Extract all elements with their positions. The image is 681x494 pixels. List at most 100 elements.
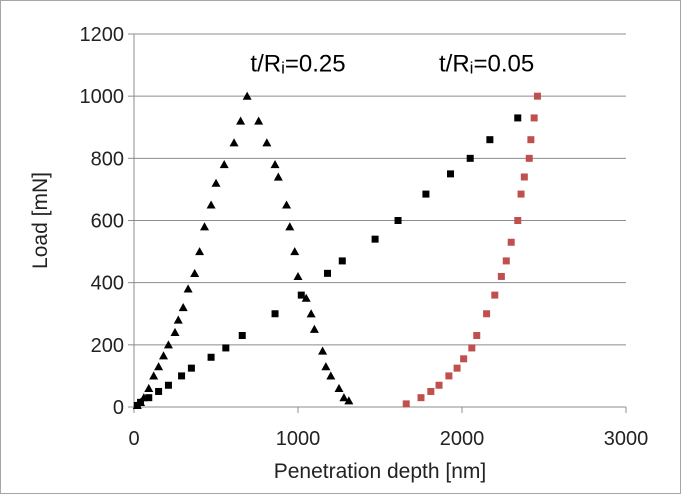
triangle-marker [229, 138, 239, 147]
square-marker [371, 235, 379, 243]
y-tick-label: 1000 [80, 86, 125, 108]
square-marker [137, 398, 145, 406]
triangle-marker [242, 91, 252, 100]
y-tick-label: 800 [91, 148, 124, 170]
y-tick-label: 200 [91, 335, 124, 357]
annotation-subscript: i [281, 58, 285, 77]
square-marker [517, 190, 525, 198]
triangle-marker [285, 222, 295, 231]
square-marker [178, 372, 186, 380]
square-marker [533, 92, 541, 100]
square-marker [238, 332, 246, 340]
triangle-marker [219, 160, 229, 169]
square-marker [187, 364, 195, 372]
square-marker [483, 310, 491, 318]
x-tick-labels: 0 1000 2000 3000 [128, 428, 648, 450]
data-points [132, 91, 541, 410]
triangle-marker [178, 303, 188, 312]
square-marker [525, 154, 533, 162]
square-marker [338, 257, 346, 265]
annotation-value: =0.25 [285, 50, 346, 77]
y-tick-label: 1200 [80, 24, 125, 46]
square-marker [447, 170, 455, 178]
square-marker [468, 344, 476, 352]
square-marker [155, 387, 163, 395]
triangle-marker [170, 327, 180, 336]
square-marker [497, 272, 505, 280]
square-marker [507, 238, 515, 246]
square-marker [445, 372, 453, 380]
square-marker [527, 136, 535, 144]
square-marker [145, 394, 153, 402]
square-marker [324, 269, 332, 277]
triangle-marker [318, 346, 328, 355]
annotation-label: t/Ri=0.25 [250, 50, 345, 77]
annotation-main: t/R [250, 50, 281, 77]
triangle-marker [144, 383, 154, 392]
triangle-marker [309, 324, 319, 333]
axes [128, 33, 627, 413]
triangle-marker [301, 293, 311, 302]
annotation-label: t/Ri=0.05 [439, 50, 534, 77]
triangle-marker [290, 247, 300, 256]
square-marker [460, 355, 468, 363]
y-tick-label: 400 [91, 273, 124, 295]
triangle-marker [159, 351, 169, 360]
square-marker [514, 114, 522, 122]
annotation-subscript: i [470, 58, 474, 77]
triangle-marker [326, 371, 336, 380]
triangle-marker [273, 172, 283, 181]
triangle-marker [206, 200, 216, 209]
x-tick-label: 0 [128, 428, 139, 450]
annotation-value: =0.05 [473, 50, 534, 77]
triangle-marker [254, 116, 264, 125]
square-marker [207, 353, 215, 361]
annotations: t/Ri=0.25 t/Ri=0.05 [250, 50, 534, 77]
square-marker [402, 400, 410, 408]
square-marker [502, 257, 510, 265]
triangle-marker [183, 284, 193, 293]
triangle-marker [262, 138, 272, 147]
square-marker [164, 381, 172, 389]
triangle-marker [306, 309, 316, 318]
triangle-marker [154, 362, 164, 371]
triangle-marker [270, 160, 280, 169]
square-marker [514, 217, 522, 224]
y-axis-title: Load [mN] [29, 172, 52, 269]
triangle-marker [190, 268, 200, 277]
x-axis-title: Penetration depth [nm] [274, 460, 486, 483]
triangle-marker [200, 222, 210, 231]
triangle-marker [321, 362, 331, 371]
square-marker [530, 114, 538, 122]
triangle-marker [195, 247, 205, 256]
annotation-main: t/R [439, 50, 470, 77]
y-tick-label: 600 [91, 211, 124, 233]
gridlines [134, 33, 626, 346]
triangle-marker [339, 393, 349, 402]
x-tick-label: 2000 [440, 428, 485, 450]
triangle-marker [334, 383, 344, 392]
triangle-marker [236, 116, 246, 125]
triangle-marker [149, 371, 159, 380]
triangle-marker [211, 178, 221, 187]
square-marker [486, 136, 494, 144]
square-marker [427, 387, 435, 395]
square-marker [520, 173, 528, 181]
x-tick-label: 1000 [276, 428, 321, 450]
square-marker [271, 310, 279, 318]
square-marker [435, 381, 443, 389]
triangle-marker [282, 200, 292, 209]
triangle-marker [344, 396, 354, 405]
square-marker [422, 190, 430, 198]
x-tick-label: 3000 [604, 428, 649, 450]
y-tick-labels: 0 200 400 600 800 1000 1200 [80, 24, 125, 419]
square-marker [222, 344, 230, 352]
triangle-marker [173, 315, 183, 324]
square-marker [453, 364, 461, 372]
square-marker [417, 394, 425, 402]
square-marker [491, 291, 499, 299]
square-marker [473, 332, 481, 340]
y-tick-label: 0 [113, 397, 124, 419]
